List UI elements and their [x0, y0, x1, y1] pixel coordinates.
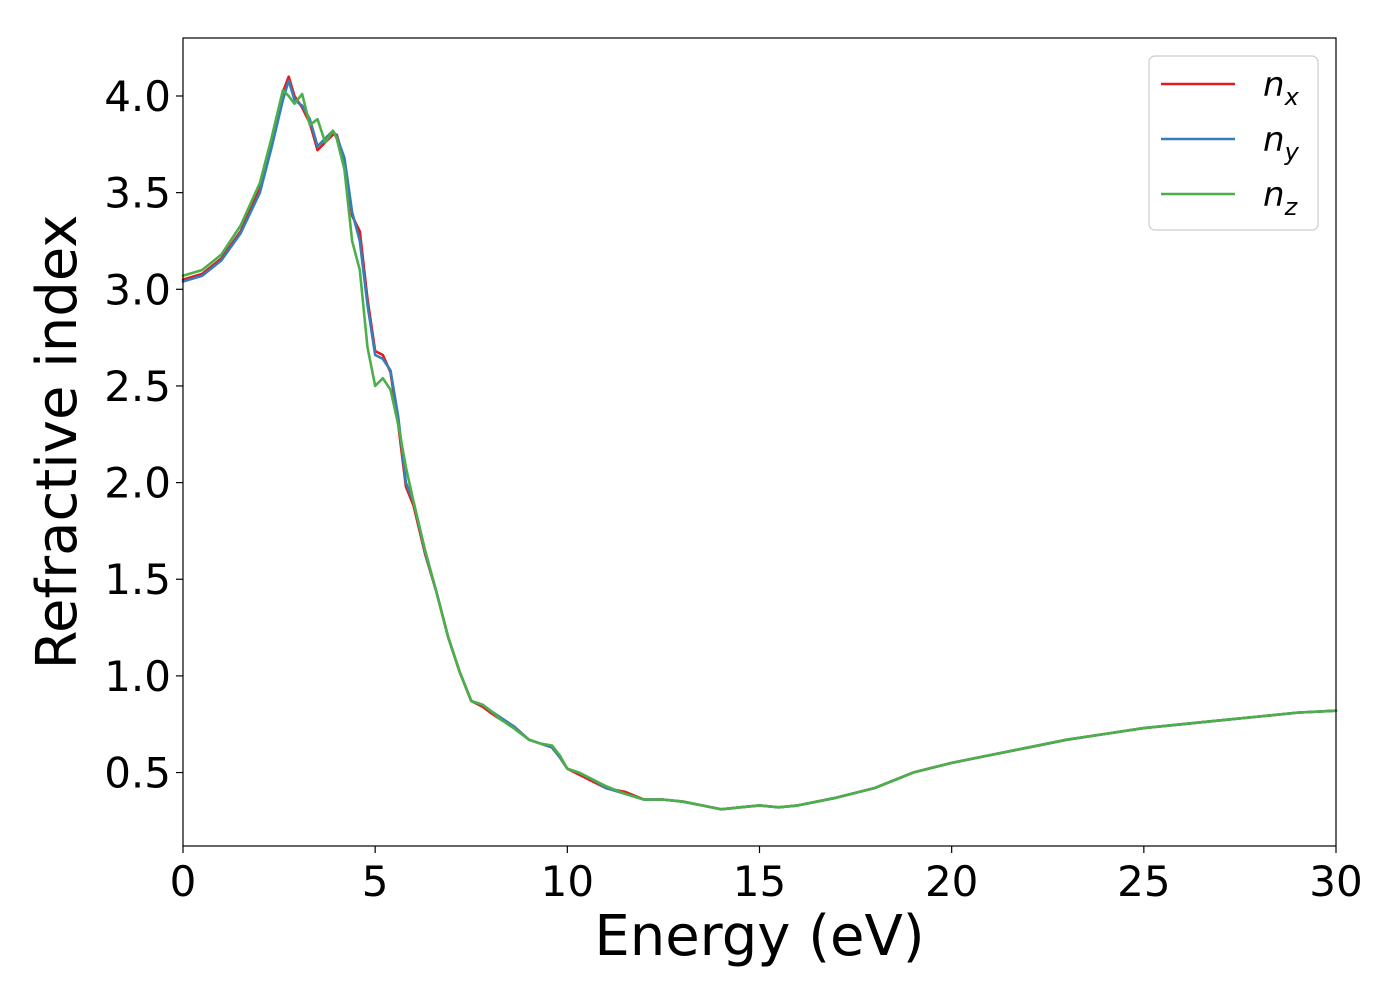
legend-label-z: nz: [1263, 175, 1299, 221]
legend-box: [1148, 55, 1319, 231]
y-tick-label: 0.5: [104, 749, 171, 798]
y-tick-label: 1.5: [104, 555, 171, 604]
y-tick-label: 3.0: [104, 265, 171, 314]
y-tick-label: 1.0: [104, 652, 171, 701]
x-axis-title: Energy (eV): [594, 904, 924, 969]
y-axis-title: Refractive index: [25, 215, 90, 670]
x-tick-label: 25: [1117, 857, 1170, 906]
legend-label-subscript: y: [1284, 138, 1300, 166]
x-tick-label: 0: [170, 857, 197, 906]
y-tick-label: 3.5: [104, 169, 171, 218]
y-tick-label: 2.0: [104, 459, 171, 508]
series-line-n-z: [181, 88, 1338, 811]
legend-label-base: n: [1263, 65, 1285, 105]
series-layer: [181, 75, 1338, 811]
x-axis-ticks: 0 5 10 15 20 25 30: [170, 846, 1363, 906]
y-axis-ticks: 0.5 1.0 1.5 2.0 2.5 3.0 3.5 4.0: [104, 72, 183, 798]
legend-label-x: nx: [1263, 65, 1300, 111]
legend-label-y: ny: [1263, 120, 1300, 166]
legend-label-base: n: [1263, 120, 1285, 160]
legend-label-subscript: x: [1284, 83, 1300, 111]
x-tick-label: 15: [733, 857, 786, 906]
x-tick-label: 30: [1309, 857, 1362, 906]
y-tick-label: 4.0: [104, 72, 171, 121]
x-tick-label: 5: [362, 857, 389, 906]
y-tick-label: 2.5: [104, 362, 171, 411]
legend-label-base: n: [1263, 175, 1285, 215]
x-tick-label: 10: [541, 857, 594, 906]
x-tick-label: 20: [925, 857, 978, 906]
legend-label-subscript: z: [1284, 193, 1299, 221]
